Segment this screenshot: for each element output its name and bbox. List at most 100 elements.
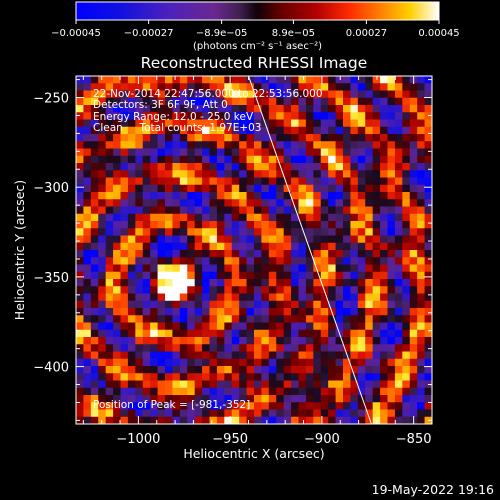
heatmap-cell	[283, 170, 292, 179]
heatmap-cell	[105, 264, 114, 273]
heatmap-cell	[187, 141, 196, 150]
heatmap-cell	[98, 300, 107, 309]
heatmap-cell	[105, 155, 114, 164]
heatmap-cell	[305, 228, 314, 237]
heatmap-cell	[172, 177, 181, 186]
heatmap-cell	[239, 148, 248, 157]
heatmap-cell	[224, 293, 233, 302]
heatmap-cell	[291, 90, 300, 99]
heatmap-cell	[98, 141, 107, 150]
heatmap-cell	[343, 300, 352, 309]
heatmap-cell	[127, 97, 136, 106]
heatmap-cell	[335, 279, 344, 287]
heatmap-cell	[98, 119, 107, 128]
heatmap-cell	[157, 416, 166, 424]
heatmap-cell	[276, 264, 285, 273]
heatmap-cell	[120, 206, 129, 215]
heatmap-cell	[76, 250, 85, 258]
heatmap-cell	[305, 206, 314, 215]
heatmap-cell	[157, 76, 166, 84]
heatmap-cell	[172, 257, 181, 266]
heatmap-cell	[320, 105, 329, 113]
heatmap-cell	[417, 199, 426, 208]
heatmap-cell	[343, 279, 352, 287]
heatmap-cell	[202, 271, 211, 280]
heatmap-cell	[127, 279, 136, 287]
heatmap-cell	[394, 344, 403, 353]
heatmap-cell	[283, 271, 292, 280]
heatmap-cell	[135, 105, 144, 113]
heatmap-cell	[313, 366, 322, 374]
heatmap-cell	[372, 409, 381, 418]
heatmap-cell	[142, 358, 151, 367]
heatmap-cell	[365, 380, 374, 389]
heatmap-cell	[120, 170, 129, 179]
heatmap-cell	[105, 358, 114, 367]
heatmap-cell	[365, 257, 374, 266]
colorbar-tick-label: 0.00027	[346, 28, 387, 39]
heatmap-cell	[83, 177, 92, 186]
heatmap-cell	[187, 380, 196, 389]
heatmap-cell	[313, 250, 322, 258]
heatmap-cell	[142, 366, 151, 374]
heatmap-cell	[239, 184, 248, 193]
heatmap-cell	[90, 97, 99, 106]
heatmap-cell	[135, 264, 144, 273]
heatmap-cell	[157, 242, 166, 251]
heatmap-cell	[113, 141, 122, 150]
heatmap-cell	[298, 300, 307, 309]
annotation-peak-position: Position of Peak = [-981,-352]	[93, 399, 250, 411]
heatmap-cell	[187, 402, 196, 411]
heatmap-cell	[216, 300, 225, 309]
heatmap-cell	[224, 395, 233, 403]
heatmap-cell	[365, 177, 374, 186]
heatmap-cell	[305, 199, 314, 208]
heatmap-cell	[268, 315, 277, 324]
heatmap-cell	[239, 126, 248, 135]
heatmap-cell	[365, 409, 374, 418]
heatmap-cell	[209, 105, 218, 113]
heatmap-cell	[135, 380, 144, 389]
heatmap-cell	[98, 213, 107, 222]
heatmap-cell	[83, 148, 92, 157]
heatmap-cell	[157, 105, 166, 113]
heatmap-cell	[417, 155, 426, 164]
heatmap-cell	[313, 387, 322, 396]
heatmap-cell	[372, 170, 381, 179]
heatmap-cell	[83, 126, 92, 135]
heatmap-cell	[98, 402, 107, 411]
heatmap-cell	[150, 213, 159, 222]
heatmap-cell	[305, 170, 314, 179]
heatmap-cell	[357, 163, 366, 171]
heatmap-cell	[187, 192, 196, 200]
heatmap-cell	[209, 155, 218, 164]
heatmap-cell	[372, 286, 381, 295]
heatmap-cell	[209, 134, 218, 142]
heatmap-cell	[179, 213, 188, 222]
heatmap-cell	[417, 163, 426, 171]
heatmap-cell	[135, 170, 144, 179]
heatmap-cell	[357, 366, 366, 374]
heatmap-cell	[394, 402, 403, 411]
heatmap-cell	[335, 141, 344, 150]
heatmap-cell	[165, 155, 174, 164]
heatmap-cell	[254, 409, 263, 418]
x-tick-label: −1000	[116, 432, 160, 447]
heatmap-cell	[320, 250, 329, 258]
heatmap-cell	[402, 163, 411, 171]
heatmap-cell	[402, 344, 411, 353]
heatmap-cell	[224, 286, 233, 295]
heatmap-cell	[202, 387, 211, 396]
heatmap-cell	[402, 105, 411, 113]
heatmap-cell	[142, 177, 151, 186]
heatmap-cell	[298, 337, 307, 345]
heatmap-cell	[142, 337, 151, 345]
heatmap-cell	[216, 366, 225, 374]
heatmap-cell	[372, 242, 381, 251]
heatmap-cell	[120, 235, 129, 244]
heatmap-cell	[276, 97, 285, 106]
heatmap-cell	[335, 315, 344, 324]
heatmap-cell	[387, 76, 396, 84]
heatmap-cell	[127, 264, 136, 273]
heatmap-cell	[409, 83, 418, 92]
